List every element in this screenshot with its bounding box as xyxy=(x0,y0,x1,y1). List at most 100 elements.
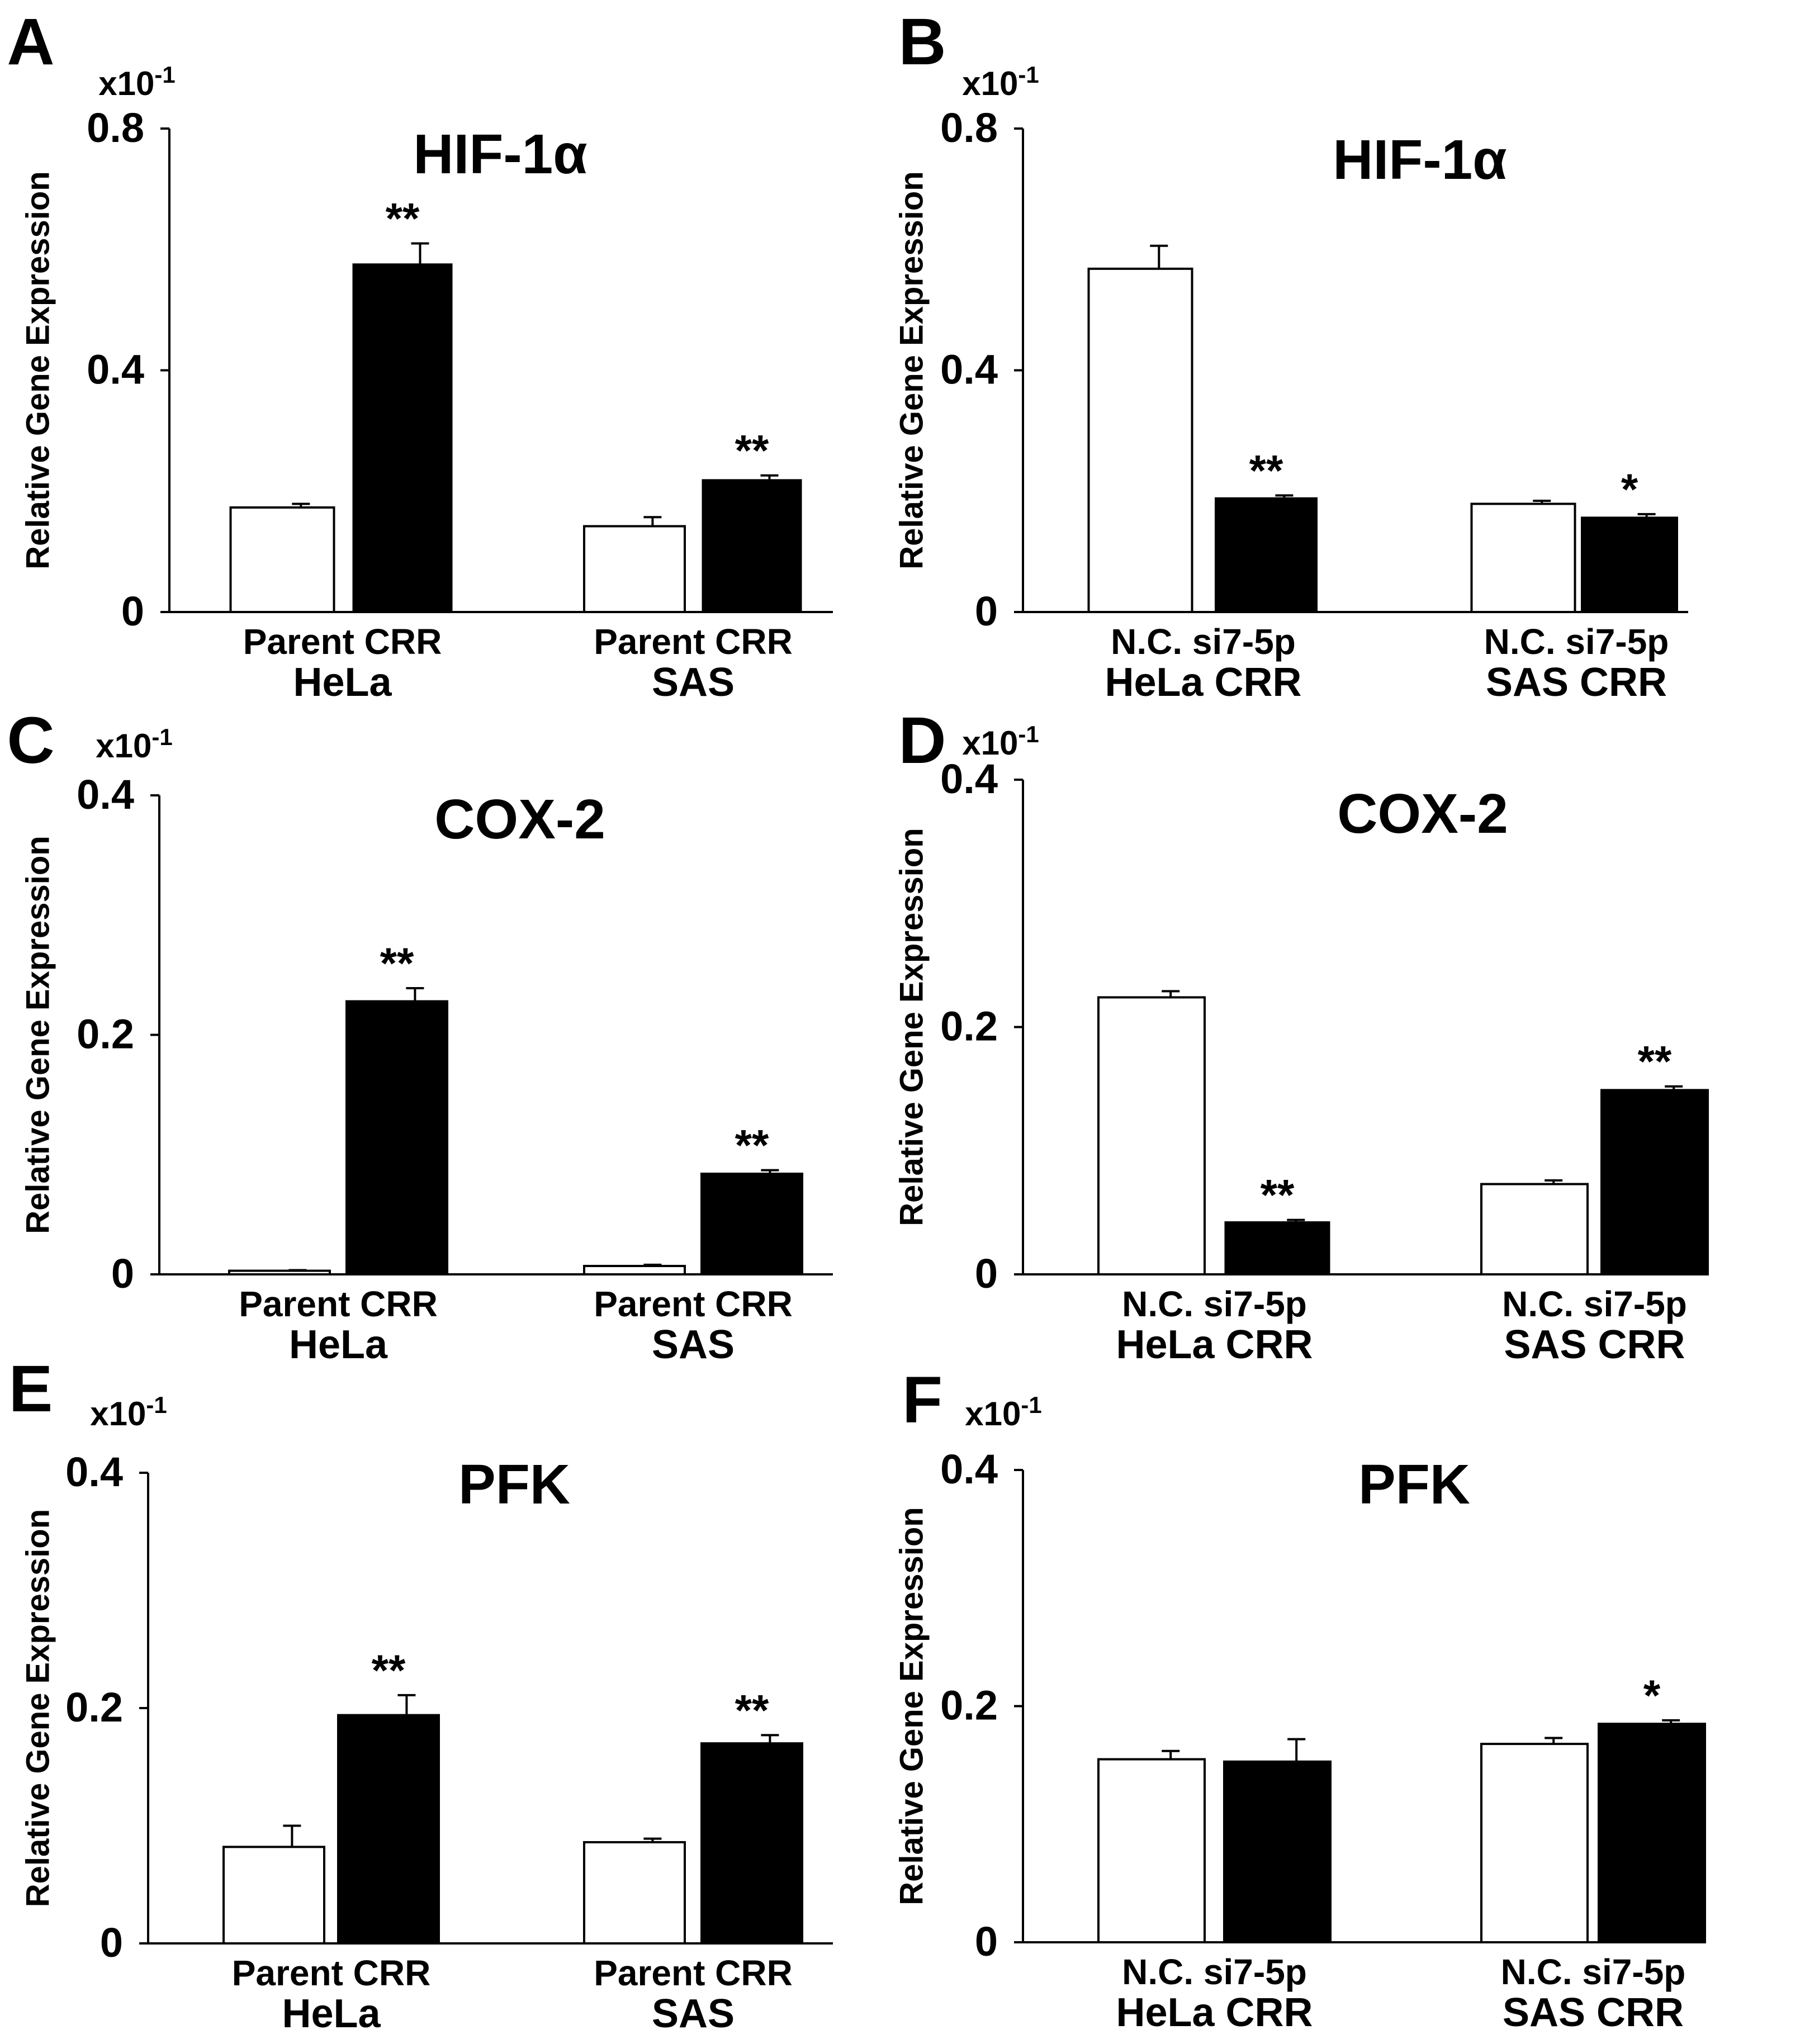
bar-n.c. xyxy=(1087,267,1193,614)
x-group-label: HeLa CRR xyxy=(1116,1990,1313,2035)
bar-si7-5p xyxy=(1600,1089,1709,1276)
y-tick-label: 0.4 xyxy=(65,1449,123,1495)
significance-marker: ** xyxy=(380,938,414,988)
x-sublabels: N.C. si7-5p xyxy=(1111,622,1296,662)
y-tick-label: 0 xyxy=(121,588,144,634)
x-group-label: HeLa CRR xyxy=(1116,1322,1313,1367)
bar-parent xyxy=(583,525,686,614)
x-sublabels: N.C. si7-5p xyxy=(1501,1952,1686,1992)
bar-si7-5p xyxy=(1215,497,1318,613)
bar-parent xyxy=(228,1269,331,1276)
y-scale-note: x10-1 xyxy=(962,61,1039,102)
panel-letter: F xyxy=(902,1363,942,1437)
bar-crr xyxy=(352,263,453,613)
x-group-label: SAS CRR xyxy=(1486,660,1667,705)
y-axis-label: Relative Gene Expression xyxy=(20,171,56,569)
bar-n.c. xyxy=(1480,1183,1589,1276)
chart-title: PFK xyxy=(458,1453,570,1516)
y-scale-note: x10-1 xyxy=(965,1392,1041,1433)
bar-n.c. xyxy=(1480,1743,1589,1944)
significance-marker: ** xyxy=(1261,1170,1295,1220)
bar-n.c. xyxy=(1470,502,1576,613)
significance-marker: * xyxy=(1621,464,1638,514)
y-scale-note: x10-1 xyxy=(96,724,172,765)
significance-marker: ** xyxy=(386,193,420,243)
x-group-label: HeLa xyxy=(293,660,392,705)
x-sublabels: Parent CRR xyxy=(594,622,793,662)
y-scale-note: x10-1 xyxy=(962,721,1039,762)
significance-marker: ** xyxy=(1638,1037,1672,1086)
y-tick-label: 0.4 xyxy=(87,347,144,393)
chart-title: PFK xyxy=(1358,1453,1470,1516)
bar-crr xyxy=(345,1000,448,1275)
y-scale-base: x10 xyxy=(96,727,151,765)
significance-marker: ** xyxy=(372,1645,406,1695)
panel-letter: C xyxy=(7,704,54,777)
bar-si7-5p xyxy=(1598,1723,1706,1943)
chart-title: HIF-1α xyxy=(413,123,587,186)
x-group-label: SAS xyxy=(652,1322,735,1367)
y-scale-note: x10-1 xyxy=(98,61,175,102)
y-axis-label: Relative Gene Expression xyxy=(893,1507,930,1905)
chart-title: COX-2 xyxy=(1337,782,1508,845)
bar-parent xyxy=(583,1265,686,1275)
bar-parent xyxy=(222,1846,325,1945)
y-axis-label: Relative Gene Expression xyxy=(20,836,56,1234)
bar-si7-5p xyxy=(1224,1221,1330,1275)
y-tick-label: 0.2 xyxy=(940,1682,998,1729)
y-scale-exponent: -1 xyxy=(1021,1392,1041,1418)
y-tick-label: 0.2 xyxy=(940,1003,998,1050)
y-scale-base: x10 xyxy=(90,1395,146,1433)
panel-letter: B xyxy=(898,5,946,79)
y-scale-exponent: -1 xyxy=(1018,721,1039,747)
y-tick-label: 0.8 xyxy=(87,105,144,151)
bar-crr xyxy=(700,1742,803,1945)
y-scale-exponent: -1 xyxy=(146,1392,167,1418)
x-group-label: HeLa xyxy=(289,1322,388,1367)
x-sublabels: N.C. si7-5p xyxy=(1122,1952,1307,1992)
significance-marker: ** xyxy=(1249,445,1283,495)
y-tick-label: 0 xyxy=(975,588,998,634)
y-scale-note: x10-1 xyxy=(90,1392,167,1433)
bar-parent xyxy=(229,506,335,613)
y-tick-label: 0 xyxy=(975,1250,998,1297)
y-scale-base: x10 xyxy=(962,65,1018,102)
x-group-label: SAS CRR xyxy=(1504,1322,1685,1367)
bar-si7-5p xyxy=(1223,1760,1332,1944)
bar-parent xyxy=(583,1841,686,1945)
chart-title: COX-2 xyxy=(434,788,605,851)
y-scale-base: x10 xyxy=(98,65,154,102)
y-scale-exponent: -1 xyxy=(1018,61,1039,88)
y-scale-base: x10 xyxy=(962,724,1018,762)
y-tick-label: 0.4 xyxy=(940,347,998,393)
bar-crr xyxy=(700,1173,803,1276)
y-tick-label: 0.4 xyxy=(940,1446,998,1492)
y-tick-label: 0.2 xyxy=(77,1011,134,1057)
y-tick-label: 0 xyxy=(100,1919,123,1966)
bar-n.c. xyxy=(1097,1758,1206,1943)
y-tick-label: 0.8 xyxy=(940,105,998,151)
x-sublabels: N.C. si7-5p xyxy=(1484,622,1669,662)
bar-crr xyxy=(702,479,802,613)
y-scale-base: x10 xyxy=(965,1395,1021,1433)
significance-marker: ** xyxy=(735,1121,769,1170)
y-tick-label: 0 xyxy=(975,1918,998,1965)
x-sublabels: Parent CRR xyxy=(239,1284,438,1324)
bar-n.c. xyxy=(1097,996,1206,1276)
x-group-label: HeLa xyxy=(282,1991,381,2036)
y-axis-label: Relative Gene Expression xyxy=(893,171,930,569)
significance-marker: * xyxy=(1643,1671,1661,1720)
x-group-label: HeLa CRR xyxy=(1105,660,1301,705)
y-scale-exponent: -1 xyxy=(154,61,175,88)
significance-marker: ** xyxy=(735,426,769,475)
y-tick-label: 0.2 xyxy=(65,1684,123,1730)
x-sublabels: Parent CRR xyxy=(594,1953,793,1993)
y-axis-label: Relative Gene Expression xyxy=(893,828,930,1226)
